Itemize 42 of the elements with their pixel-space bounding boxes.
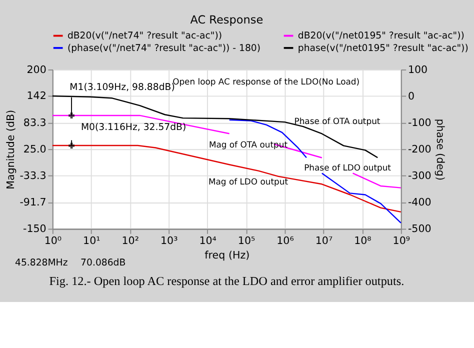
y2-tick-label: -500 (408, 223, 432, 236)
x-tick-label: 10⁵ (238, 235, 256, 248)
x-tick-label: 10¹ (83, 235, 100, 248)
y2-tick-label: 100 (408, 64, 428, 76)
annotation: Mag of OTA output (208, 139, 288, 150)
caption: Fig. 12.- Open loop AC response at the LDO and error amplifier outputs. (49, 274, 404, 288)
y-tick-label: -33.3 (20, 170, 46, 182)
y2-tick-label: -400 (408, 196, 432, 208)
x-axis-title: freq (Hz) (204, 249, 250, 262)
x-tick-label: 10⁰ (44, 235, 62, 248)
annotation: Open loop AC response of the LDO(No Load) (172, 76, 360, 86)
x-tick-label: 10⁴ (199, 235, 216, 248)
text: 45.828MHz (14, 257, 68, 268)
text: 70.086dB (80, 257, 126, 268)
y2-tick-label: -100 (408, 116, 432, 129)
x-tick-label: 10⁷ (315, 235, 333, 248)
legend-label: dB20(v("/net74" ?result "ac-ac")) (67, 30, 222, 42)
y2-axis-title: phase (deg) (434, 118, 446, 180)
legend-label: phase(v("/net0195" ?result "ac-ac")) (298, 42, 468, 54)
chart-title: AC Response (190, 14, 264, 27)
y2-tick-label: -300 (408, 170, 432, 182)
annotation: M1(3.109Hz, 98.88dB) (70, 82, 175, 94)
y-tick-label: -150 (22, 223, 46, 236)
x-tick-label: 10⁹ (392, 235, 410, 248)
y-tick-label: 200 (26, 64, 46, 76)
y-tick-label: 83.3 (23, 116, 46, 129)
annotation: M0(3.116Hz, 32.57dB) (80, 122, 186, 133)
x-tick-label: 10⁸ (354, 235, 372, 248)
y2-tick-label: -200 (408, 143, 432, 156)
legend-label: dB20(v("/net0195" ?result "ac-ac")) (298, 30, 464, 42)
x-tick-label: 10³ (160, 235, 178, 248)
y2-tick-label: 0 (408, 90, 415, 102)
annotation: Mag of LDO output (208, 176, 289, 187)
y-tick-label: 25.0 (23, 143, 46, 156)
y-tick-label: -91.7 (20, 196, 46, 209)
annotation: Phase of OTA output (294, 116, 381, 126)
x-tick-label: 10⁶ (276, 235, 294, 248)
annotation: Phase of LDO output (304, 162, 392, 173)
y-axis-title: Magnitude (dB) (5, 110, 18, 190)
x-tick-label: 10² (122, 235, 139, 248)
legend-label: (phase(v("/net74" ?result "ac-ac")) - 180) (67, 42, 261, 54)
y-tick-label: 142 (26, 90, 46, 102)
